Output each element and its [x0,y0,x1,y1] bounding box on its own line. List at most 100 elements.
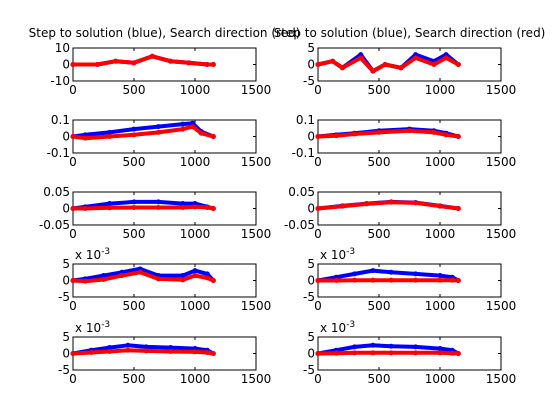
data-point-step [204,271,210,277]
data-point-direction [155,129,161,135]
x-tick-label: 500 [368,227,391,241]
data-point-direction [352,277,358,283]
data-point-direction [376,129,382,135]
data-point-step [370,342,376,348]
data-point-direction [364,201,370,207]
data-point-direction [101,277,106,283]
data-point-direction [204,350,210,356]
data-point-step [388,343,394,349]
y-tick-label: -5 [303,363,315,377]
data-point-step [107,129,113,135]
y-tick-label: 5 [62,257,70,271]
data-point-direction [186,60,192,66]
x-tick-label: 0 [69,372,77,386]
data-point-direction [370,277,376,283]
x-tick-label: 1000 [425,83,456,97]
x-tick-label: 0 [314,83,322,97]
data-point-direction [315,62,321,67]
data-point-direction [315,351,321,356]
data-point-direction [70,62,76,67]
y-tick-label: -5 [58,363,70,377]
data-point-direction [192,204,198,210]
data-point-direction [143,348,149,354]
data-point-direction [388,350,394,356]
data-point-direction [413,350,419,356]
y-tick-label: 0.05 [288,185,315,199]
subplot-4: 0 500 1000 1500-0.100.1 [292,113,517,169]
data-point-step [155,124,161,130]
data-point-direction [168,349,174,355]
y-tick-label: 10 [55,41,70,55]
data-point-direction [210,278,216,283]
x-tick-label: 1000 [180,372,211,386]
x-tick-label: 1500 [486,299,517,313]
data-point-direction [125,347,131,353]
x-tick-label: 0 [314,227,322,241]
y-tick-label: 0 [307,58,315,72]
data-point-direction [70,134,76,139]
x-tick-label: 1000 [180,83,211,97]
data-point-direction [413,277,419,283]
series-line-direction [71,204,216,211]
x-tick-label: 1500 [241,372,272,386]
x-tick-label: 1500 [486,372,517,386]
x-tick-label: 1500 [486,155,517,169]
data-point-direction [190,124,196,130]
x-tick-label: 1000 [425,227,456,241]
data-point-direction [168,58,174,64]
data-point-direction [455,134,461,139]
data-point-direction [210,206,216,211]
data-point-direction [455,206,461,211]
data-point-direction [198,130,204,136]
data-point-step [101,273,106,279]
data-point-direction [210,62,216,67]
data-point-direction [210,134,216,139]
x-tick-label: 0 [69,83,77,97]
y-tick-label: 0.1 [296,113,315,127]
data-point-step [125,342,131,348]
x-tick-label: 500 [123,299,146,313]
x-tick-label: 0 [314,372,322,386]
y-tick-label: 0 [62,202,70,216]
data-point-direction [455,62,461,67]
data-point-direction [131,205,137,211]
data-point-direction [431,129,437,135]
x-tick-label: 0 [314,155,322,169]
y-tick-label: -5 [303,290,315,304]
x-tick-label: 0 [314,299,322,313]
data-point-direction [204,205,210,211]
axis-exponent-label: x 10-3 [320,320,355,335]
data-point-direction [449,350,455,356]
x-tick-label: 0 [69,299,77,313]
data-point-step [180,273,186,279]
data-point-direction [204,275,210,281]
subplot-3: 0 500 1000 1500-0.100.1 [47,113,272,169]
data-point-direction [370,350,376,356]
data-point-step [437,273,443,279]
y-tick-label: 5 [307,330,315,344]
data-point-step [107,201,113,207]
y-tick-label: -0.05 [284,218,315,232]
x-tick-label: 1500 [241,155,272,169]
x-tick-label: 1500 [486,83,517,97]
x-tick-label: 0 [69,155,77,169]
x-tick-label: 1500 [241,299,272,313]
data-point-direction [388,199,394,205]
data-point-step [437,346,443,352]
data-point-direction [339,65,345,71]
data-point-direction [413,55,419,61]
x-tick-label: 1500 [241,227,272,241]
data-point-direction [70,278,76,283]
y-tick-label: 0.05 [43,185,70,199]
data-point-step [388,269,394,275]
data-point-step [168,345,174,351]
data-point-step [143,344,149,350]
data-point-direction [155,276,161,282]
x-tick-label: 500 [123,372,146,386]
data-point-step [180,121,186,127]
x-tick-label: 500 [123,227,146,241]
data-point-direction [70,351,76,356]
data-point-direction [407,128,412,134]
x-tick-label: 1000 [425,299,456,313]
